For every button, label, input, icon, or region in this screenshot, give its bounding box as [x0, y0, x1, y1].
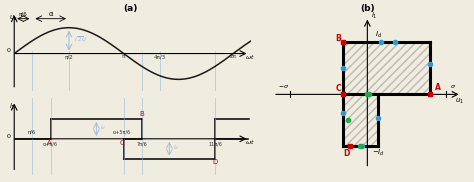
Text: α+5π/6: α+5π/6: [113, 129, 131, 134]
Text: $I_d$: $I_d$: [100, 123, 106, 132]
Text: 2π: 2π: [230, 54, 237, 59]
Text: $u_s$: $u_s$: [9, 13, 18, 23]
Text: α+π/6: α+π/6: [43, 141, 58, 146]
Text: 0: 0: [7, 134, 11, 139]
Bar: [343, 42, 430, 94]
Text: $i_1$: $i_1$: [371, 11, 378, 21]
Text: A: A: [435, 83, 441, 92]
Text: C: C: [335, 84, 341, 93]
Text: $\sigma$: $\sigma$: [450, 83, 456, 90]
Text: 11π/6: 11π/6: [208, 141, 222, 146]
Text: α: α: [48, 11, 53, 17]
Text: 4π/3: 4π/3: [154, 54, 166, 59]
Text: D: D: [343, 149, 350, 158]
Text: $-I_d$: $-I_d$: [372, 148, 385, 159]
Text: $\sqrt{2}U$: $\sqrt{2}U$: [73, 34, 88, 43]
Text: 0: 0: [7, 48, 11, 53]
Text: 7π/6: 7π/6: [137, 141, 147, 146]
Text: $\omega t$: $\omega t$: [245, 53, 255, 61]
Text: (a): (a): [123, 4, 137, 13]
Text: B: B: [335, 34, 341, 43]
Text: $I_d$: $I_d$: [375, 29, 383, 40]
Text: π/6: π/6: [19, 12, 27, 17]
Text: D: D: [212, 159, 218, 165]
Text: π/2: π/2: [64, 54, 73, 59]
Text: $-\sigma$: $-\sigma$: [278, 83, 289, 90]
Text: π/6: π/6: [28, 129, 36, 134]
Text: C: C: [119, 140, 124, 146]
Text: $u_1$: $u_1$: [456, 97, 465, 106]
Text: $I_d$: $I_d$: [173, 143, 179, 152]
Text: A: A: [46, 140, 51, 146]
Text: (b): (b): [360, 4, 374, 13]
Text: $i_1$: $i_1$: [9, 102, 16, 112]
Text: B: B: [139, 111, 145, 117]
Text: π: π: [122, 54, 126, 59]
Text: $\omega t$: $\omega t$: [245, 138, 255, 146]
Bar: [343, 94, 378, 146]
